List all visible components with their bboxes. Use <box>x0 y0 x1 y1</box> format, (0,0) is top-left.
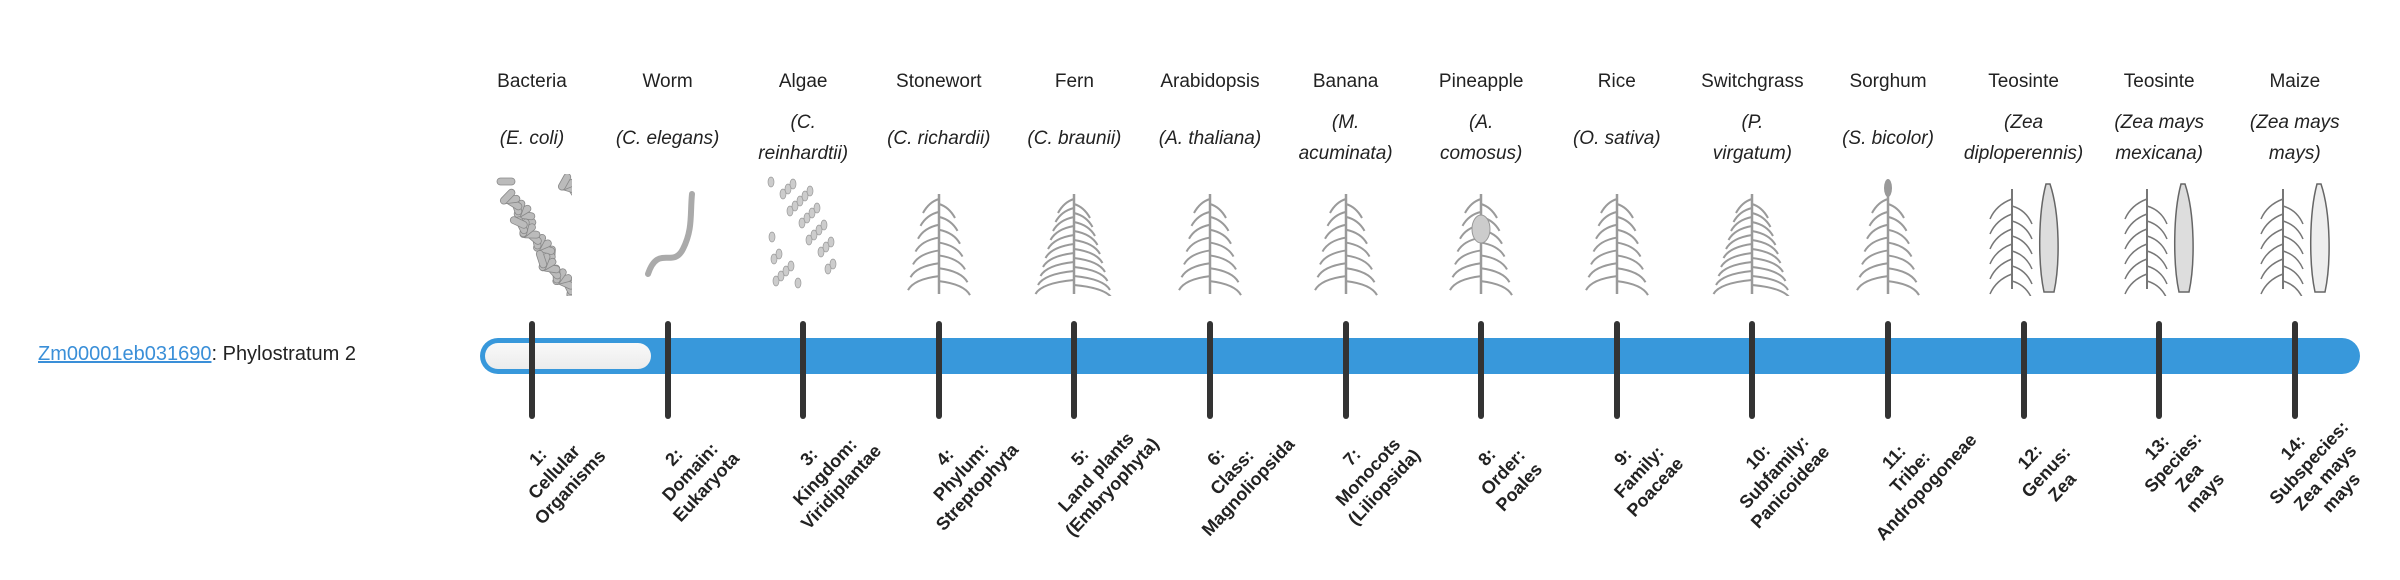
stratum-tick <box>2156 321 2163 419</box>
species-line: (A. <box>1469 112 1494 133</box>
stratum-tick <box>529 321 535 419</box>
stratum-tick <box>1207 321 1213 419</box>
rank-label: 4: Phylum: Streptophyta <box>889 398 1033 545</box>
species-name: (C. reinhardtii) <box>735 107 871 169</box>
species-name: (Zea mays mexicana) <box>2091 107 2227 169</box>
worm-icon <box>628 174 708 296</box>
species-name: (Zea diploperennis) <box>1956 107 2092 169</box>
species-line: (Zea <box>2004 112 2044 133</box>
rank-label: 12: Genus: Zea <box>1974 398 2118 545</box>
pineapple-icon <box>1441 174 1521 296</box>
rank-label: 9: Family: Poaceae <box>1567 398 1711 545</box>
maize-icon <box>2255 174 2335 300</box>
stratum-tick <box>2291 321 2298 419</box>
species-line: (Zea mays <box>2249 112 2340 133</box>
stratum-tick <box>1749 321 1756 419</box>
species-name: (P. virgatum) <box>1684 107 1820 169</box>
common-name: Bacteria <box>497 71 567 92</box>
fern-icon <box>1034 174 1114 300</box>
species-line: (M. <box>1331 112 1360 133</box>
species-name: (C. elegans) <box>600 107 736 169</box>
bacteria-icon <box>492 173 583 299</box>
common-name: Rice <box>1597 71 1636 92</box>
common-name: Teosinte <box>1988 71 2059 92</box>
common-name: Stonewort <box>896 71 982 92</box>
species-line: acuminata) <box>1298 143 1393 164</box>
species-name: (O. sativa) <box>1549 107 1685 169</box>
species-name: (Zea mays mays) <box>2227 107 2363 169</box>
common-name: Arabidopsis <box>1160 71 1260 92</box>
stratum-tick <box>1613 321 1620 419</box>
banana-icon <box>1306 174 1386 296</box>
species-line: (A. thaliana) <box>1158 127 1262 149</box>
rank-label: 2: Domain: Eukaryota <box>618 398 762 545</box>
species-name: (C. richardii) <box>871 107 1007 169</box>
rice-icon <box>1577 174 1657 296</box>
rank-label: 11: Tribe: Andropogoneae <box>1838 398 1982 545</box>
stratum-tick <box>935 321 942 419</box>
rank-label: 14: Subspecies: Zea mays mays <box>2237 389 2397 551</box>
species-name: (C. braunii) <box>1006 107 1142 169</box>
species-line: (C. elegans) <box>615 127 720 149</box>
stratum-tick <box>1478 321 1485 419</box>
stratum-tick <box>2020 321 2027 419</box>
species-name: (E. coli) <box>464 107 600 169</box>
rank-label: 3: Kingdom: Viridiplantae <box>753 398 897 545</box>
sorghum-icon <box>1848 174 1928 296</box>
species-line: (C. <box>790 112 816 133</box>
stratum-tick <box>1342 321 1349 419</box>
phylostratum-bar-empty <box>485 343 651 369</box>
phylostratum-text: : Phylostratum 2 <box>211 343 356 365</box>
teosinte-icon <box>1984 174 2064 300</box>
rank-label: 13: Species: Zea mays <box>2101 389 2261 551</box>
species-line: (S. bicolor) <box>1842 127 1934 149</box>
rank-label: 1: Cellular Organisms <box>482 398 626 545</box>
species-line: comosus) <box>1440 143 1523 164</box>
stratum-tick <box>1071 321 1078 419</box>
common-name: Fern <box>1054 71 1094 92</box>
rank-label: 10: Subfamily: Panicoideae <box>1703 398 1847 545</box>
species-name: (A. thaliana) <box>1142 107 1278 169</box>
species-line: reinhardtii) <box>758 143 849 164</box>
arabidopsis-icon <box>1170 174 1250 296</box>
species-line: (O. sativa) <box>1572 127 1661 149</box>
rank-label: 6: Class: Magnoliopsida <box>1160 398 1304 545</box>
species-line: virgatum) <box>1712 143 1792 164</box>
rank-label: 8: Order: Poales <box>1431 398 1575 545</box>
common-name: Algae <box>778 71 828 92</box>
teosinte-mexicana-icon <box>2119 174 2199 300</box>
species-name: (A. comosus) <box>1413 107 1549 169</box>
species-line: (E. coli) <box>499 127 565 149</box>
common-name: Maize <box>2269 71 2321 92</box>
algae-icon <box>763 174 843 296</box>
species-line: diploperennis) <box>1963 143 2084 164</box>
species-line: (P. <box>1741 112 1764 133</box>
common-name: Worm <box>642 71 693 92</box>
species-line: (C. richardii) <box>887 127 991 149</box>
species-line: mexicana) <box>2115 143 2204 164</box>
gene-link[interactable]: Zm00001eb031690 <box>38 343 212 365</box>
switchgrass-icon <box>1712 174 1792 300</box>
common-name: Banana <box>1312 71 1379 92</box>
stratum-tick <box>1885 321 1891 419</box>
species-line: (C. braunii) <box>1027 127 1122 149</box>
common-name: Switchgrass <box>1701 71 1804 92</box>
stonewort-icon <box>899 174 979 296</box>
common-name: Pineapple <box>1438 71 1524 92</box>
species-line: (Zea mays <box>2114 112 2205 133</box>
common-name: Teosinte <box>2123 71 2195 92</box>
species-name: (S. bicolor) <box>1820 107 1956 169</box>
stratum-tick <box>664 321 671 419</box>
species-line: mays) <box>2268 143 2321 164</box>
rank-label: 7: Monocots (Liliopsida) <box>1296 398 1440 545</box>
common-name: Sorghum <box>1849 71 1927 92</box>
species-name: (M. acuminata) <box>1278 107 1414 169</box>
gene-label: Zm00001eb031690: Phylostratum 2 <box>38 340 356 368</box>
rank-label: 5: Land plants (Embryophyta) <box>1025 398 1169 545</box>
stratum-tick <box>800 321 807 419</box>
phylostratum-bar <box>480 338 2360 374</box>
